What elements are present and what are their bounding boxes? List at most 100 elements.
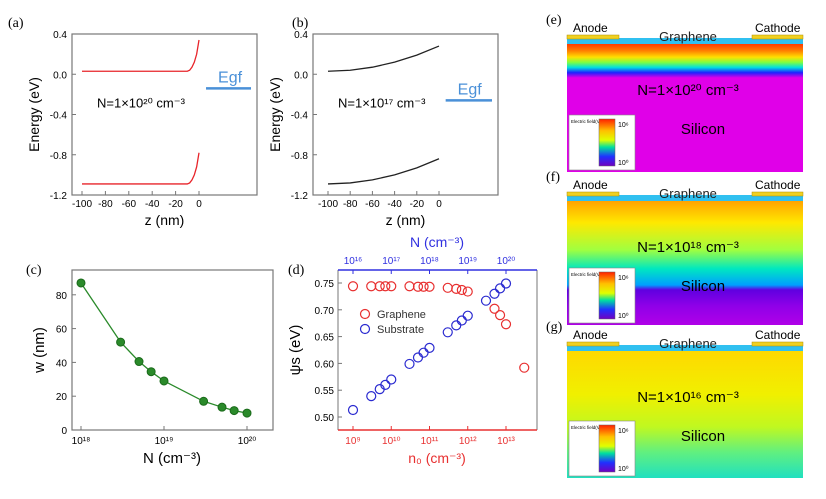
x-tick-label: -100 <box>318 199 338 210</box>
doping-label: N=1×10²⁰ cm⁻³ <box>637 82 738 99</box>
y-tick-label: 20 <box>56 392 68 403</box>
panel-label: (g) <box>546 320 563 335</box>
cathode-label: Cathode <box>755 328 801 342</box>
data-point-substrate <box>442 327 453 338</box>
graphene-label: Graphene <box>659 29 717 44</box>
data-point-substrate <box>456 315 467 326</box>
data-point-graphene <box>500 319 512 330</box>
data-point <box>76 278 86 288</box>
x-tick-label: 10²⁰ <box>238 436 256 447</box>
y-tick-label: 0.65 <box>315 333 335 344</box>
data-point-graphene <box>347 281 359 292</box>
doping-annotation: N=1×10²⁰ cm⁻³ <box>97 95 186 110</box>
data-point-substrate <box>424 342 435 353</box>
x-axis-label: z (nm) <box>386 212 426 228</box>
colorbar-title: Electric field(V/cm) <box>571 119 609 124</box>
data-point-substrate <box>386 374 397 385</box>
graphene-layer <box>567 195 803 201</box>
y-tick-label: 0.0 <box>53 70 67 81</box>
x-tick-label: -20 <box>168 199 183 210</box>
band-curve-valence <box>82 152 200 185</box>
plot-frame <box>71 269 274 431</box>
x-tick-label: 10¹³ <box>497 436 515 447</box>
x2-tick-label: 10²⁰ <box>497 256 515 267</box>
anode-electrode <box>566 341 620 347</box>
colorbar <box>598 424 616 473</box>
y-tick-label: 40 <box>56 358 68 369</box>
panel-a: (a) 0.4 0.0 -0.4 -0.8 -1.2 -100 -80 -60 -40 -20 0 z … <box>8 16 258 228</box>
y-tick-label: -1.2 <box>291 191 309 202</box>
x-tick-label: -60 <box>365 199 380 210</box>
y-tick-label: -0.4 <box>50 111 68 122</box>
data-point <box>242 408 252 418</box>
x-tick-label: 10¹² <box>459 436 477 447</box>
doping-annotation: N=1×10¹⁷ cm⁻³ <box>338 95 426 110</box>
y-tick-label: -0.8 <box>50 151 68 162</box>
x-tick-label: -80 <box>343 199 358 210</box>
egf-label: Egf <box>218 69 243 86</box>
x-tick-label: 10⁹ <box>345 436 360 447</box>
x-tick-label: -20 <box>410 199 425 210</box>
anode-label: Anode <box>573 178 608 192</box>
x-tick-label: 10¹⁰ <box>382 436 400 447</box>
material-label: Silicon <box>681 428 725 445</box>
colorbar-min-label: 10⁰ <box>618 465 629 473</box>
x-tick-label: 10¹¹ <box>421 436 439 447</box>
data-point-graphene <box>412 281 424 292</box>
data-point <box>199 396 209 406</box>
x-axis-label: z (nm) <box>145 212 185 228</box>
material-label: Silicon <box>681 121 725 138</box>
data-point-graphene <box>494 310 506 321</box>
simulation-panel-g: (g) Anode Cathode Graphene N=1×10¹⁶ cm⁻³ Sili… <box>546 320 804 478</box>
colorbar-min-label: 10⁰ <box>618 312 629 320</box>
panel-c: (c) 0 20 40 60 80 10¹⁸ 10¹⁹ 10²⁰ N (cm⁻³) w (nm) <box>26 263 274 467</box>
data-point-graphene <box>424 281 435 292</box>
x-tick-label: -40 <box>145 199 160 210</box>
cathode-electrode <box>751 34 804 40</box>
data-point <box>217 402 227 412</box>
data-point-graphene <box>456 284 467 296</box>
x-axis-label: N (cm⁻³) <box>143 450 201 467</box>
graphene-label: Graphene <box>659 186 717 201</box>
anode-label: Anode <box>573 21 608 35</box>
colorbar <box>598 271 616 320</box>
data-point-graphene <box>462 286 473 297</box>
panel-label: (f) <box>546 170 560 185</box>
panel-label: (a) <box>8 16 24 31</box>
y-tick-label: 0.50 <box>315 413 335 424</box>
data-point-graphene <box>418 281 429 292</box>
y-tick-label: 0.0 <box>294 70 308 81</box>
cathode-label: Cathode <box>755 178 801 192</box>
y-axis-label: w (nm) <box>31 327 48 374</box>
x-tick-label: -40 <box>387 199 402 210</box>
legend-marker <box>359 308 371 320</box>
data-point-graphene <box>451 283 462 294</box>
fit-curve <box>80 282 248 414</box>
legend-marker <box>359 323 371 335</box>
x2-axis-label: N (cm⁻³) <box>410 234 464 250</box>
x2-tick-label: 10¹⁷ <box>382 256 400 267</box>
data-point-substrate <box>404 358 415 370</box>
x-tick-label: -100 <box>72 199 92 210</box>
data-point-graphene <box>442 282 453 293</box>
band-curve-valence <box>327 158 440 185</box>
data-point-graphene <box>519 362 530 373</box>
data-point-substrate <box>494 283 506 294</box>
x-tick-label: -80 <box>98 199 113 210</box>
y-tick-label: -1.2 <box>50 191 68 202</box>
y-tick-label: 0.4 <box>294 30 308 41</box>
y-tick-label: 80 <box>56 291 68 302</box>
data-point-substrate <box>462 310 473 321</box>
colorbar-max-label: 10⁶ <box>618 122 629 129</box>
panel-label: (c) <box>26 263 42 278</box>
x-tick-label: 10¹⁹ <box>155 436 174 447</box>
y-axis-label: Energy (eV) <box>267 77 283 152</box>
data-point-graphene <box>374 281 385 292</box>
legend-label: Substrate <box>377 324 424 336</box>
data-point-substrate <box>380 379 391 390</box>
data-point-graphene <box>380 281 391 292</box>
y-axis-label: ψs (eV) <box>287 325 304 376</box>
x-tick-label: 0 <box>436 199 442 210</box>
data-point <box>146 367 156 377</box>
